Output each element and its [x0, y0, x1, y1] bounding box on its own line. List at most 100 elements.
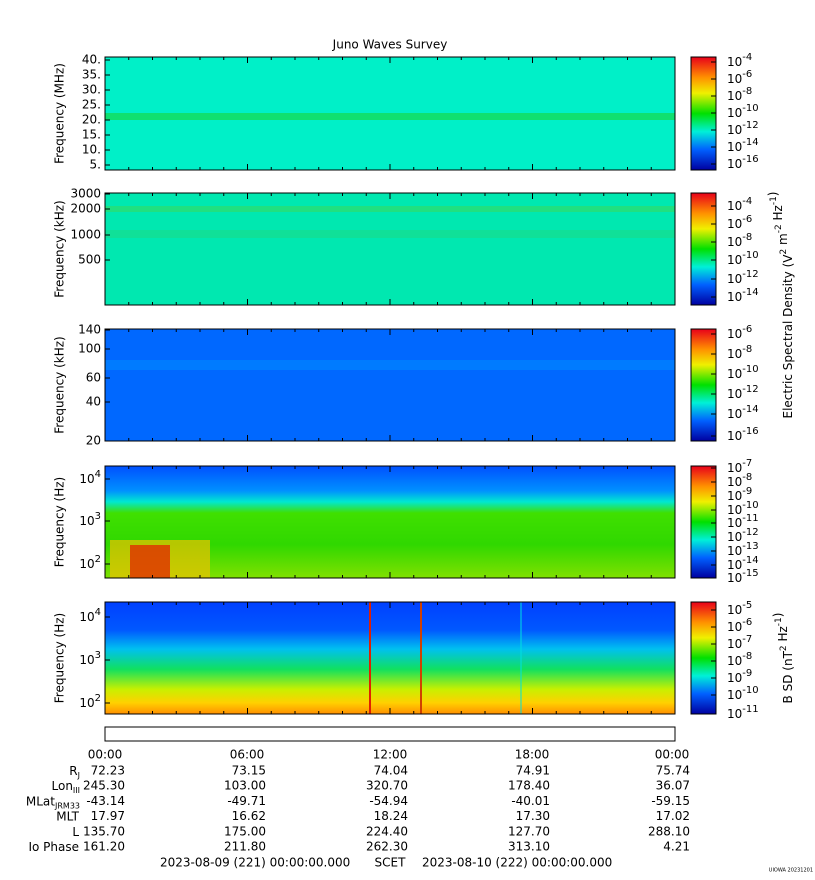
- band: [130, 545, 170, 578]
- chart-title: Juno Waves Survey: [332, 38, 448, 52]
- colorbar-tick-label: 10-6: [727, 324, 752, 341]
- colorbar-tick-label: 10-5: [727, 600, 752, 617]
- y-tick-label: 15.: [82, 128, 101, 142]
- colorbar-tick-label-exp: -13: [742, 541, 758, 552]
- colorbar-tick-label-base: 10: [727, 157, 742, 171]
- colorbar-tick-label-exp: -16: [742, 154, 758, 165]
- colorbar-tick-label: 10-10: [727, 250, 759, 267]
- colorbar-tick-label: 10-4: [727, 196, 752, 213]
- colorbar-tick-label-exp: -5: [742, 600, 752, 611]
- colorbar-tick-label: 10-15: [727, 568, 759, 585]
- y-tick-label-exp: 3: [95, 511, 101, 522]
- y-axis-label: Frequency (kHz): [53, 200, 67, 297]
- colorbar-tick-label-exp: -14: [742, 404, 758, 415]
- y-tick-label: 103: [79, 650, 101, 667]
- colorbar-tick-label-exp: -11: [742, 704, 758, 715]
- colorbar-tick-label: 10-7: [727, 634, 752, 651]
- y-tick-label-exp: 2: [95, 554, 101, 565]
- colorbar-tick-label-exp: -11: [742, 513, 758, 524]
- colorbar-tick-label-base: 10: [727, 571, 742, 585]
- ephemeris-value: -59.15: [651, 794, 690, 808]
- y-tick-label-base: 10: [79, 696, 94, 710]
- colorbar-tick-label-exp: -10: [742, 500, 758, 511]
- y-tick-label-exp: 4: [95, 469, 101, 480]
- y-tick-label-exp: 4: [95, 607, 101, 618]
- colorbar-tick-label-exp: -4: [742, 52, 752, 63]
- colorbar-tick-label-base: 10: [727, 235, 742, 249]
- band: [105, 206, 675, 212]
- colorbar-tick-label-exp: -8: [742, 344, 752, 355]
- ephemeris-value: 18.24: [374, 809, 408, 823]
- colorbar-tick-label: 10-8: [727, 651, 752, 668]
- colorbar-tick-label: 10-14: [727, 404, 759, 421]
- y-tick-label: 102: [79, 693, 101, 710]
- ephemeris-name: L: [72, 824, 79, 838]
- label-text: ): [771, 613, 785, 618]
- colorbar-tick-label-exp: -8: [742, 651, 752, 662]
- y-tick-label-base: 10: [79, 557, 94, 571]
- colorbar-tick-label-exp: -4: [742, 196, 752, 207]
- colorbar-tick-label: 10-9: [727, 486, 752, 503]
- colorbar-tick-label: 10-6: [727, 617, 752, 634]
- ephemeris-value: 245.30: [83, 779, 125, 793]
- colorbar-tick-label-exp: -12: [742, 269, 758, 280]
- colorbar-tick-label-exp: -8: [742, 86, 752, 97]
- colorbar-tick-label: 10-16: [727, 426, 759, 443]
- colorbar-tick-label: 10-12: [727, 527, 759, 544]
- ephemeris-name: R: [69, 764, 77, 778]
- ephemeris-value: 74.04: [374, 764, 408, 778]
- ephemeris-value: -43.14: [86, 794, 125, 808]
- colorbar-tick-label-exp: -10: [742, 103, 758, 114]
- superscript: -1: [769, 196, 779, 205]
- colorbar-tick-label-exp: -6: [742, 214, 752, 225]
- superscript: 2: [779, 249, 789, 255]
- colorbar-tick-label-exp: -8: [742, 232, 752, 243]
- colorbar-tick-label-base: 10: [727, 707, 742, 721]
- colorbar-tick-label-base: 10: [727, 688, 742, 702]
- y-axis-label: Frequency (Hz): [53, 477, 67, 568]
- colorbar-tick-label-base: 10: [727, 503, 742, 517]
- ephemeris-subscript: J: [77, 771, 80, 780]
- colorbar-tick-label: 10-12: [727, 269, 759, 286]
- ephemeris-value: -49.71: [227, 794, 266, 808]
- colorbar-tick-label: 10-14: [727, 137, 759, 154]
- colorbar-tick-label-exp: -12: [742, 120, 758, 131]
- colorbar: [690, 465, 717, 579]
- superscript: -2: [774, 224, 784, 233]
- colorbar-tick-label-base: 10: [727, 530, 742, 544]
- colorbar-tick-label-base: 10: [727, 290, 742, 304]
- y-tick-label: 140: [78, 323, 101, 337]
- colorbar-tick-label-base: 10: [727, 89, 742, 103]
- ephemeris-value: 103.00: [224, 779, 266, 793]
- colorbar-tick-label: 10-4: [727, 52, 752, 69]
- spectrogram-5: [105, 602, 675, 714]
- ephemeris-label: L: [72, 824, 79, 838]
- colorbar-tick-label: 10-8: [727, 344, 752, 361]
- colorbar-tick-label: 10-9: [727, 668, 752, 685]
- colorbar-tick-label-base: 10: [727, 429, 742, 443]
- time-label: 00:00: [88, 748, 123, 762]
- colorbar: [690, 192, 717, 306]
- colorbar-tick-label: 10-10: [727, 500, 759, 517]
- ephemeris-name: Lon: [52, 779, 73, 793]
- y-tick-label: 40.: [82, 53, 101, 67]
- ephemeris-value: 224.40: [366, 824, 408, 838]
- y-tick-label: 40: [86, 395, 101, 409]
- colorbar-tick-label-base: 10: [727, 367, 742, 381]
- colorbar-tick-label: 10-11: [727, 513, 759, 530]
- band: [105, 230, 675, 238]
- superscript: -1: [774, 617, 784, 626]
- colorbar-tick-label: 10-14: [727, 287, 759, 304]
- ephemeris-subscript: III: [73, 786, 80, 795]
- y-tick-label-base: 10: [79, 610, 94, 624]
- colorbar-tick-label-base: 10: [727, 199, 742, 213]
- colorbar-tick-label: 10-10: [727, 685, 759, 702]
- colorbar-tick-label-exp: -16: [742, 426, 758, 437]
- colorbar-tick-label-base: 10: [727, 272, 742, 286]
- colorbar-tick-label-exp: -10: [742, 685, 758, 696]
- colorbar-tick-label-exp: -6: [742, 324, 752, 335]
- colorbar-tick-label-base: 10: [727, 140, 742, 154]
- colorbar-label: B SD (nT2 Hz-1): [771, 613, 795, 704]
- colorbar-tick-label-base: 10: [727, 461, 742, 475]
- colorbar-tick-label-base: 10: [727, 123, 742, 137]
